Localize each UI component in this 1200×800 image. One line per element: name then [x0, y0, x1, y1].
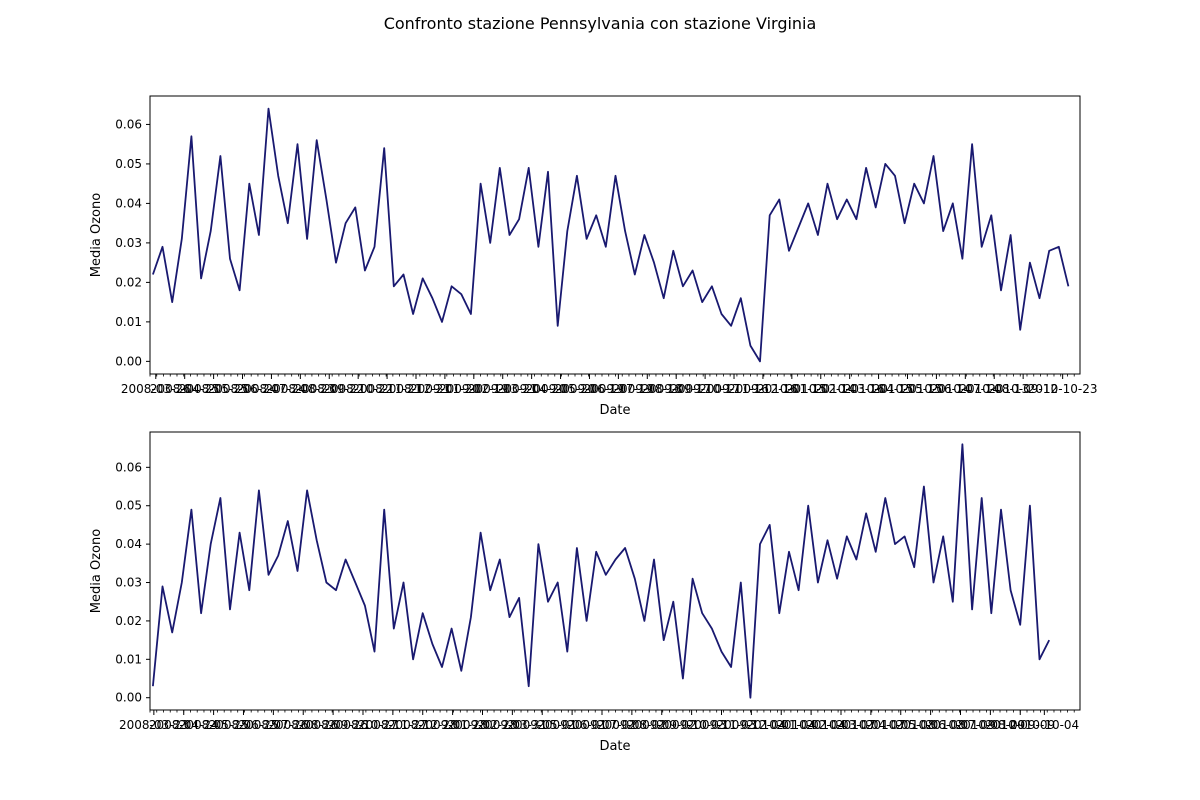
y-tick-label: 0.02 [115, 275, 142, 289]
x-tick-label: 2008-05-25 [179, 382, 249, 396]
series-line [152, 107, 1070, 363]
x-tick-label: 2010-08-09 [955, 718, 1025, 732]
x-tick-label: 2009-03-21 [468, 382, 538, 396]
x-tick-label: 2009-08-02 [597, 718, 667, 732]
y-tick-label: 0.03 [115, 576, 142, 590]
x-axis-label: Date [599, 739, 630, 754]
x-tick-label: 2009-12-16 [728, 382, 798, 396]
y-tick-label: 0.06 [115, 117, 142, 131]
x-tick-label: 2010-07-09 [926, 718, 996, 732]
x-tick-label: 2008-04-24 [149, 718, 219, 732]
x-tick-label: 2010-03-07 [806, 718, 876, 732]
series-line [152, 443, 1051, 699]
x-tick-label: 2009-10-17 [670, 382, 740, 396]
x-tick-label: 2010-05-08 [866, 718, 936, 732]
x-tick-label: 2010-10-04 [1009, 718, 1079, 732]
x-tick-label: 2009-05-01 [507, 718, 577, 732]
x-tick-label: 2008-07-26 [238, 718, 308, 732]
x-tick-label: 2010-09-12 [988, 382, 1058, 396]
x-axis-label: Date [599, 403, 630, 418]
x-tick-label: 2008-08-23 [265, 382, 335, 396]
x-tick-label: 2009-06-19 [555, 382, 625, 396]
y-tick-label: 0.01 [115, 652, 142, 666]
x-tick-label: 2009-07-19 [583, 382, 653, 396]
x-tick-label: 2010-04-07 [836, 718, 906, 732]
plot-frame [149, 431, 1081, 711]
x-tick-label: 2009-11-16 [699, 382, 769, 396]
x-tick-label: 2008-10-22 [323, 382, 393, 396]
x-tick-label: 2010-08-13 [959, 382, 1029, 396]
x-tick-label: 2010-06-14 [902, 382, 972, 396]
x-tick-label: 2008-09-22 [294, 382, 364, 396]
x-tick-label: 2010-03-16 [815, 382, 885, 396]
x-tick-label: 2008-04-25 [150, 382, 220, 396]
x-tick-label: 2009-09-02 [627, 718, 697, 732]
y-tick-label: 0.00 [115, 354, 142, 368]
x-tick-label: 2008-11-27 [358, 718, 428, 732]
x-tick-label: 2010-01-04 [746, 718, 816, 732]
y-tick-label: 0.05 [115, 157, 142, 171]
x-tick-label: 2008-03-26 [121, 382, 191, 396]
x-tick-label: 2010-02-04 [776, 718, 846, 732]
x-tick-label: 2010-04-15 [844, 382, 914, 396]
y-axis-label: Media Ozono [89, 529, 104, 613]
x-tick-label: 2010-01-15 [757, 382, 827, 396]
x-tick-label: 2008-06-25 [209, 718, 279, 732]
y-tick-label: 0.03 [115, 236, 142, 250]
x-tick-label: 2009-11-03 [687, 718, 757, 732]
x-tick-label: 2008-12-28 [388, 718, 458, 732]
y-tick-label: 0.02 [115, 614, 142, 628]
x-tick-label: 2008-12-21 [381, 382, 451, 396]
x-tick-label: 2009-02-28 [448, 718, 518, 732]
x-tick-label: 2008-05-25 [179, 718, 249, 732]
x-tick-label: 2010-07-14 [930, 382, 1000, 396]
figure-title: Confronto stazione Pennsylvania con staz… [384, 14, 817, 33]
x-tick-label: 2009-07-02 [567, 718, 637, 732]
top-subplot: 0.000.010.020.030.040.050.062008-03-2620… [89, 95, 1098, 418]
x-tick-label: 2009-06-01 [537, 718, 607, 732]
x-tick-label: 2010-05-15 [873, 382, 943, 396]
x-tick-label: 2009-10-03 [657, 718, 727, 732]
x-tick-label: 2008-10-27 [328, 718, 398, 732]
x-tick-label: 2008-03-23 [119, 718, 189, 732]
x-tick-label: 2009-01-28 [418, 718, 488, 732]
x-tick-label: 2008-08-26 [268, 718, 338, 732]
y-tick-label: 0.05 [115, 499, 142, 513]
x-tick-label: 2009-12-04 [716, 718, 786, 732]
x-tick-label: 2010-10-23 [1028, 382, 1098, 396]
y-tick-label: 0.04 [115, 196, 142, 210]
x-tick-label: 2008-09-26 [298, 718, 368, 732]
x-tick-label: 2010-02-14 [786, 382, 856, 396]
y-tick-label: 0.01 [115, 315, 142, 329]
x-tick-label: 2009-03-31 [477, 718, 547, 732]
x-tick-label: 2009-08-18 [612, 382, 682, 396]
x-tick-label: 2008-11-21 [352, 382, 422, 396]
plot-frame [149, 95, 1081, 375]
x-tick-label: 2010-06-08 [896, 718, 966, 732]
x-tick-label: 2008-07-24 [237, 382, 307, 396]
x-tick-label: 2009-05-20 [526, 382, 596, 396]
y-tick-label: 0.06 [115, 460, 142, 474]
x-tick-label: 2009-01-20 [410, 382, 480, 396]
x-tick-label: 2009-02-19 [439, 382, 509, 396]
y-tick-label: 0.04 [115, 537, 142, 551]
y-tick-label: 0.00 [115, 691, 142, 705]
x-tick-label: 2008-06-24 [208, 382, 278, 396]
y-axis-label: Media Ozono [89, 193, 104, 277]
bottom-subplot: 0.000.010.020.030.040.050.062008-03-2320… [89, 431, 1081, 754]
x-tick-label: 2009-09-17 [641, 382, 711, 396]
x-tick-label: 2009-04-20 [497, 382, 567, 396]
x-tick-label: 2010-09-09 [985, 718, 1055, 732]
